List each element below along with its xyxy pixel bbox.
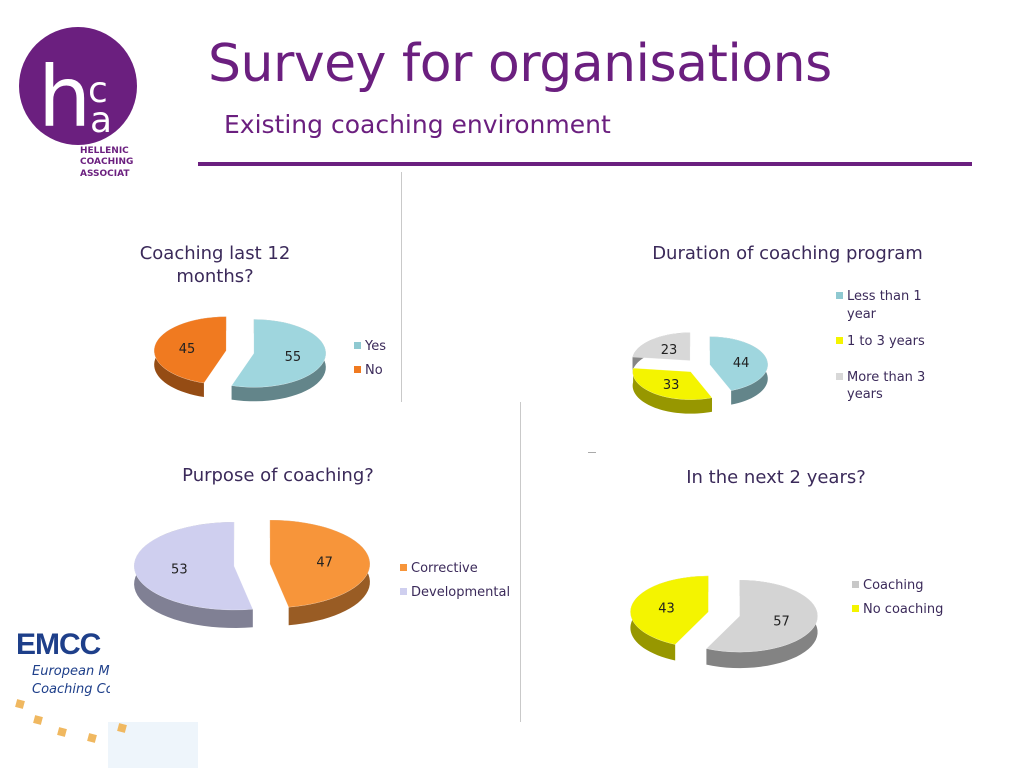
data-label: 57 [773,614,790,629]
emcc-logo-line1: European Me [32,664,110,679]
chart3-pie: 47 53 [133,519,371,629]
chart4-title: In the next 2 years? [686,467,866,488]
data-label: 47 [316,556,333,571]
legend-item: Yes [354,338,386,356]
hca-logo: h c a [19,27,137,146]
data-label: 44 [733,356,750,371]
pie-slice-yes [231,319,327,388]
pie-slice-no-coaching [630,575,709,645]
divider-mark [588,452,596,453]
legend-label: No coaching [863,601,944,617]
data-label: 43 [658,602,675,617]
pie-slice-1-to-3-years [632,367,713,400]
legend-item: Coaching [852,577,943,595]
legend-item: Developmental [400,584,510,602]
logo-dot [15,699,25,709]
legend-swatch [400,587,407,595]
legend-item: No [354,362,386,380]
pie-slice-no [153,316,227,384]
chart4-legend: Coaching No coaching [852,577,943,624]
chart1-title: Coaching last 12 months? [139,243,291,288]
divider-top [401,172,402,402]
pie-slice-coaching [705,579,818,653]
logo-dot [87,733,97,743]
data-label: 23 [661,343,678,358]
chart2-legend: Less than 1 year 1 to 3 years More than … [836,288,946,410]
legend-item: 1 to 3 years [836,333,946,351]
legend-item: More than 3 years [836,369,946,404]
legend-label: Developmental [411,584,511,600]
emcc-logo-line2: Coaching Co [32,682,110,697]
pie-slice-side [632,368,712,414]
legend-label: Less than 1 year [847,289,922,322]
legend-swatch [852,581,859,588]
chart1-pie: 55 45 [153,316,327,402]
legend-swatch [354,342,361,349]
page-subtitle: Existing coaching environment [224,110,611,139]
legend-label: 1 to 3 years [847,334,925,350]
title-divider [198,162,972,166]
chart1-legend: Yes No [354,338,386,385]
legend-swatch [852,604,859,612]
pie-slice-less-than-1-year [709,336,769,391]
legend-label: Coaching [863,578,924,593]
divider-bottom [520,402,521,722]
chart3-legend: Corrective Developmental [400,560,510,607]
data-label: 53 [171,562,188,577]
legend-swatch [400,564,407,571]
logo-dot [33,715,43,725]
legend-swatch [836,292,843,299]
svg-text:c: c [88,70,108,111]
legend-swatch [354,365,361,373]
legend-item: No coaching [852,601,943,619]
chart2-pie: 44 33 23 [632,332,769,414]
logo-dot [57,727,67,737]
chart4-pie: 57 43 [630,575,818,669]
legend-label: More than 3 years [847,369,926,403]
legend-swatch [836,372,843,380]
data-label: 33 [663,378,680,393]
svg-text:a: a [90,100,112,141]
emcc-logo: EMCC [16,628,101,661]
legend-label: Corrective [411,561,478,576]
pie-slice-developmental [133,521,254,611]
legend-label: No [365,362,383,378]
legend-item: Less than 1 year [836,288,946,323]
legend-swatch [836,337,843,345]
hca-logo-text: HELLENIC COACHING ASSOCIAT [80,146,134,179]
chart2-title: Duration of coaching program [652,243,923,264]
legend-item: Corrective [400,560,510,578]
pie-slice-more-than-3-years [632,332,691,361]
page-title: Survey for organisations [208,34,832,94]
chart3-title: Purpose of coaching? [182,465,374,486]
data-label: 55 [285,350,302,365]
pie-slice-corrective [269,519,371,608]
svg-text:h: h [38,48,91,146]
legend-label: Yes [365,339,386,354]
data-label: 45 [179,342,196,357]
